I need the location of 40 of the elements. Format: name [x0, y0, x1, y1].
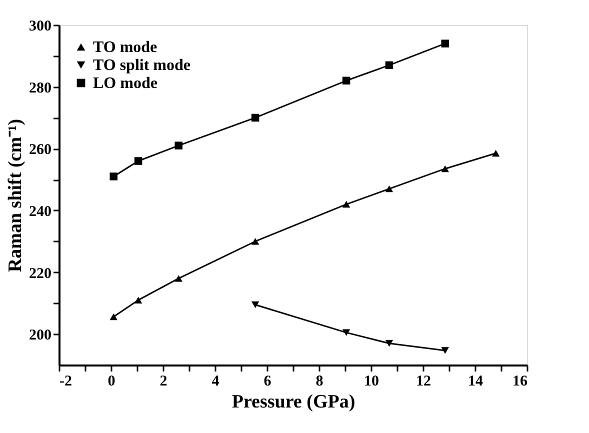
x-tick-label: 12: [416, 374, 431, 390]
x-tick-label: 10: [364, 374, 379, 390]
y-tick-label: 300: [29, 18, 52, 34]
point: [110, 313, 118, 320]
point: [251, 238, 260, 245]
point: [342, 329, 350, 336]
point: [385, 340, 394, 347]
x-tick-label: 14: [468, 374, 484, 390]
x-axis-title: Pressure (GPa): [232, 392, 356, 412]
point: [342, 200, 350, 208]
y-axis-title: Raman shift (cm⁻¹): [5, 118, 26, 272]
x-tick-label: 8: [316, 374, 324, 390]
point: [174, 142, 182, 150]
point: [492, 150, 500, 157]
point: [385, 185, 394, 192]
point: [441, 40, 449, 48]
x-tick-label: -2: [60, 374, 72, 390]
y-tick-label: 220: [29, 266, 52, 282]
point: [385, 61, 394, 70]
x-tick-label: 4: [212, 374, 220, 390]
point: [342, 76, 350, 85]
legend-label: TO split mode: [93, 57, 190, 74]
x-tick-label: 16: [512, 374, 528, 390]
point: [134, 296, 142, 304]
x-tick-label: 2: [160, 374, 168, 390]
point: [441, 165, 449, 172]
point: [441, 347, 449, 354]
x-tick-label: 0: [108, 374, 116, 390]
y-tick-label: 240: [29, 204, 52, 220]
point: [174, 275, 182, 282]
y-tick-label: 200: [29, 328, 52, 344]
point: [134, 157, 142, 165]
point: [110, 172, 118, 180]
legend-label: LO mode: [93, 75, 158, 92]
y-tick-label: 260: [29, 142, 52, 158]
x-tick-label: 6: [264, 374, 272, 390]
y-tick-label: 280: [29, 80, 52, 96]
legend-label: TO mode: [93, 39, 158, 56]
point: [251, 114, 260, 122]
point: [251, 301, 260, 308]
